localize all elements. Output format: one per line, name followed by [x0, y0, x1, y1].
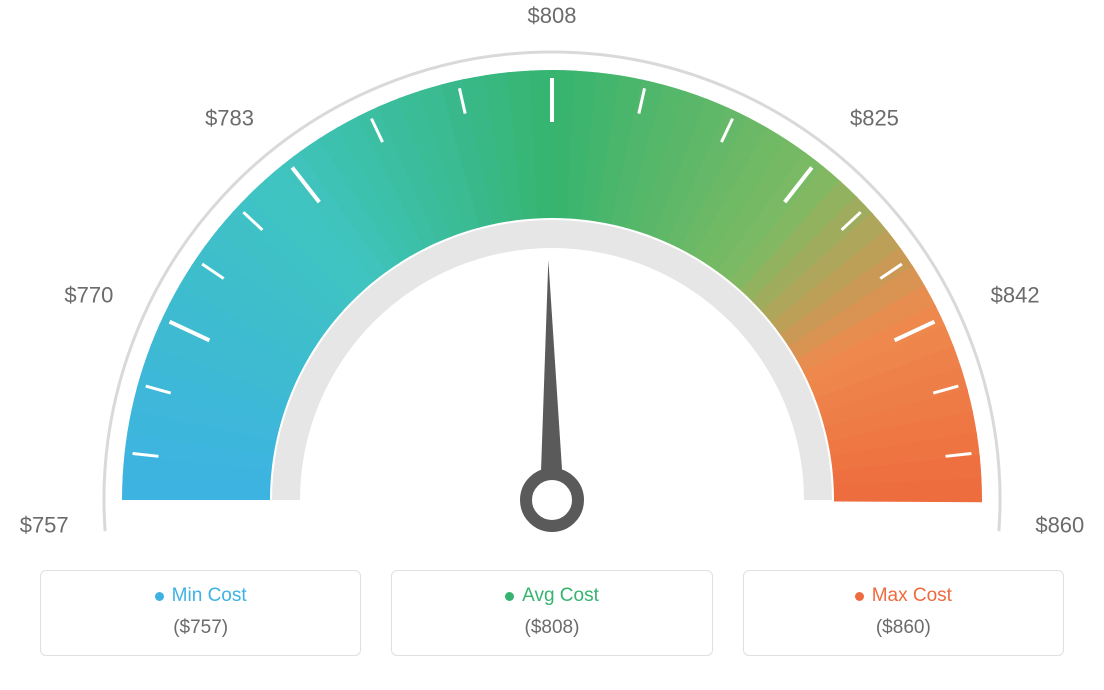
needle-hub [526, 474, 578, 526]
legend-label-max: Max Cost [872, 585, 952, 607]
legend-card-min: Min Cost ($757) [40, 570, 361, 656]
legend-label-avg: Avg Cost [522, 585, 599, 607]
legend-card-max: Max Cost ($860) [743, 570, 1064, 656]
needle [540, 260, 564, 500]
legend-label-min: Min Cost [172, 585, 247, 607]
tick-major [131, 520, 175, 522]
tick-label: $842 [991, 282, 1040, 307]
tick-major [929, 520, 973, 522]
legend-dot-avg [505, 592, 514, 601]
tick-label: $825 [850, 106, 899, 131]
tick-label: $860 [1035, 512, 1084, 537]
tick-label: $783 [205, 106, 254, 131]
legend-value-max: ($860) [754, 617, 1053, 639]
tick-label: $770 [64, 282, 113, 307]
legend-value-min: ($757) [51, 617, 350, 639]
tick-label: $808 [528, 3, 577, 28]
legend-label-row-max: Max Cost [754, 585, 1053, 607]
legend-label-row-min: Min Cost [51, 585, 350, 607]
legend-value-avg: ($808) [402, 617, 701, 639]
legend-card-avg: Avg Cost ($808) [391, 570, 712, 656]
chart-container: $757 $770 $783 $808 $825 $842 $860 Min Cost ($… [0, 0, 1104, 690]
legend-row: Min Cost ($757) Avg Cost ($808) Max Cost… [0, 570, 1104, 656]
tick-label: $757 [20, 512, 69, 537]
legend-dot-max [855, 592, 864, 601]
legend-label-row-avg: Avg Cost [402, 585, 701, 607]
legend-dot-min [155, 592, 164, 601]
gauge-svg: $757 $770 $783 $808 $825 $842 $860 [0, 0, 1104, 560]
gauge-area: $757 $770 $783 $808 $825 $842 $860 [0, 0, 1104, 560]
